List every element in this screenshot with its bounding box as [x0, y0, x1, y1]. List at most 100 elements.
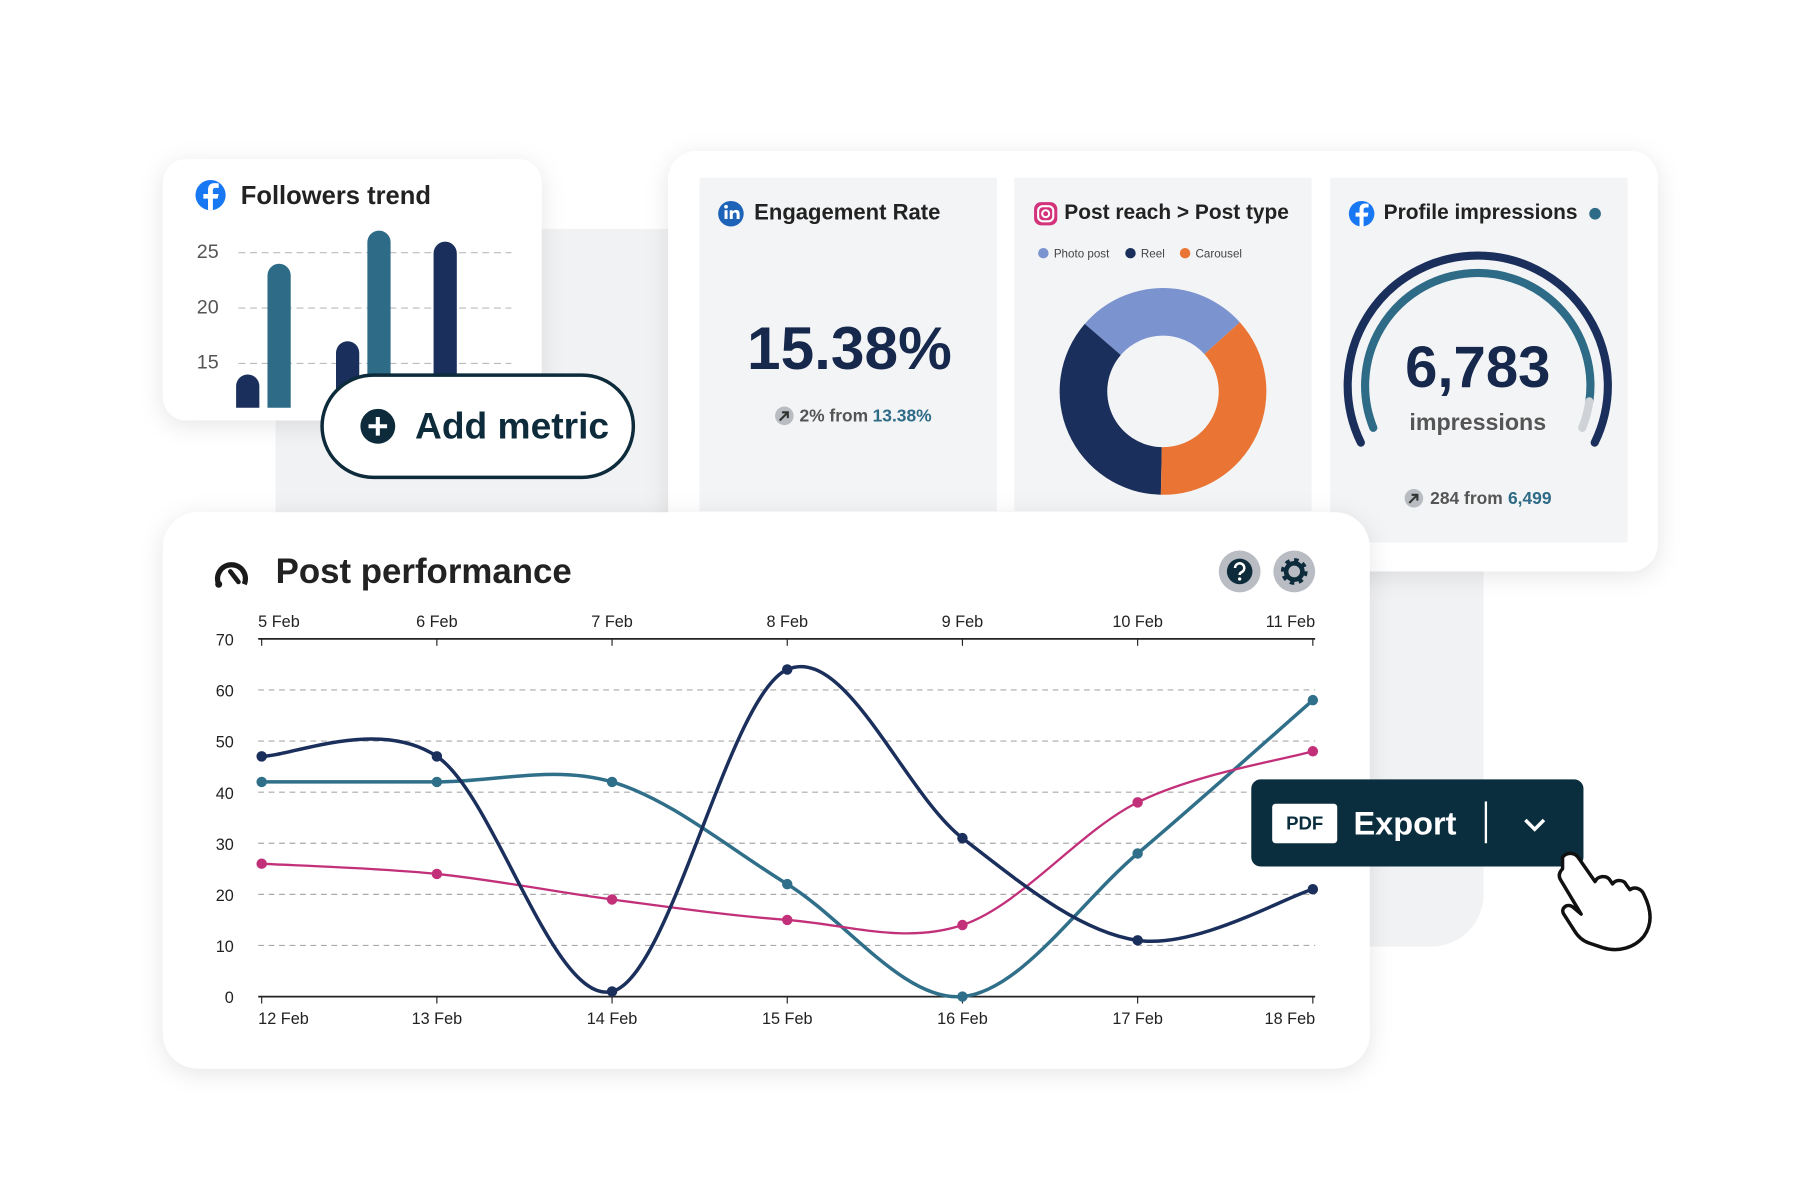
facebook-icon: [1348, 200, 1375, 227]
data-point: [957, 991, 968, 1002]
trend-icon: [1404, 488, 1424, 508]
y-tick-label: 0: [225, 989, 234, 1007]
data-point: [782, 914, 793, 926]
trend-icon: [775, 406, 794, 426]
x-tick-label: 12 Feb: [258, 1010, 309, 1028]
donut-segment: [1084, 288, 1240, 355]
data-point: [1307, 694, 1319, 706]
card-title: Post reach > Post type: [1064, 201, 1289, 224]
x-tick-label: 8 Feb: [766, 613, 808, 631]
x-tick-label: 9 Feb: [942, 613, 984, 631]
y-tick-label: 15: [197, 352, 219, 374]
button-label: Export: [1353, 805, 1456, 841]
data-point: [606, 776, 618, 788]
data-point: [256, 751, 267, 762]
data-point: [1307, 746, 1319, 757]
data-point: [256, 858, 267, 869]
x-tick-label: 11 Feb: [1266, 613, 1315, 631]
impressions-panel: [1330, 177, 1628, 543]
bar: [433, 241, 457, 408]
kpi-value: 15.38%: [747, 314, 952, 382]
data-point: [782, 664, 793, 675]
data-point: [431, 751, 443, 762]
legend-label: Reel: [1141, 247, 1165, 260]
x-tick-label: 17 Feb: [1112, 1010, 1163, 1028]
help-button[interactable]: [1218, 550, 1261, 593]
y-tick-label: 60: [216, 683, 234, 701]
legend-label: Photo post: [1054, 247, 1110, 260]
x-tick-label: 5 Feb: [258, 613, 300, 631]
card-title: Post performance: [276, 552, 572, 591]
bar: [267, 263, 291, 408]
gauge-progress: [1361, 268, 1595, 432]
data-point: [1132, 797, 1143, 808]
data-point: [256, 776, 267, 788]
export-format: PDF: [1286, 813, 1323, 834]
performance-card: [162, 512, 1370, 1069]
x-tick-label: 18 Feb: [1265, 1010, 1316, 1028]
data-point: [606, 986, 618, 997]
linkedin-icon: [718, 200, 744, 227]
cursor: [1557, 851, 1652, 952]
card-title: Profile impressions: [1384, 201, 1578, 224]
donut-segment: [1160, 322, 1267, 495]
x-tick-label: 10 Feb: [1112, 613, 1163, 631]
x-tick-label: 6 Feb: [416, 613, 458, 631]
kpi-value: 6,783: [1405, 335, 1550, 400]
gauge: [1343, 251, 1612, 447]
kpi-unit: impressions: [1409, 409, 1546, 435]
x-tick-label: 13 Feb: [412, 1010, 463, 1028]
legend-label: Carousel: [1196, 247, 1242, 260]
data-point: [1132, 848, 1143, 859]
y-tick-label: 40: [216, 785, 234, 803]
card-title: Engagement Rate: [754, 200, 940, 225]
gauge-outer: [1343, 251, 1612, 447]
line-series: [261, 665, 1314, 994]
engagement-panel: [699, 177, 997, 512]
card-title: Followers trend: [241, 182, 431, 210]
line-chart: 0 10 20 30 40 50 60 70 5 Feb 6 Feb 7 Feb 8 Feb 9 Feb…: [216, 613, 1319, 1028]
x-tick-label: 7 Feb: [591, 613, 633, 631]
bar: [236, 374, 260, 408]
button-label: Add metric: [415, 404, 609, 446]
facebook-icon: [195, 180, 226, 211]
y-tick-label: 20: [216, 887, 234, 905]
x-tick-label: 16 Feb: [937, 1010, 988, 1028]
y-tick-label: 50: [216, 734, 234, 752]
data-point: [782, 878, 793, 890]
data-point: [1132, 935, 1143, 946]
previous-value: 6,499: [1508, 488, 1552, 508]
performance-icon: [214, 562, 249, 588]
y-tick-label: 30: [216, 836, 234, 854]
data-point: [957, 832, 968, 844]
donut-chart: Photo post Reel Carousel: [1038, 247, 1267, 495]
bar: [367, 230, 391, 408]
data-point: [431, 776, 443, 788]
gauge-rest: [1578, 397, 1594, 432]
legend-swatch: [1179, 247, 1191, 259]
legend-swatch: [1125, 247, 1136, 259]
y-tick-label: 10: [216, 938, 234, 956]
previous-value: 13.38%: [873, 406, 933, 426]
legend-swatch: [1038, 247, 1049, 259]
data-point: [1307, 884, 1319, 895]
x-tick-label: 14 Feb: [587, 1010, 638, 1028]
change-text: 284 from: [1430, 488, 1503, 508]
followers-chart: 15 20 25: [197, 230, 512, 408]
settings-button[interactable]: [1273, 550, 1316, 593]
data-point: [957, 919, 968, 931]
add-metric-button[interactable]: Add metric: [320, 373, 636, 480]
instagram-icon: [1034, 202, 1058, 226]
y-tick-label: 25: [197, 241, 219, 263]
change-text: 2% from: [799, 406, 868, 426]
donut-segment: [1059, 323, 1162, 495]
status-dot: [1589, 207, 1601, 220]
data-point: [431, 868, 443, 880]
export-button[interactable]: PDF Export: [1251, 779, 1584, 867]
x-tick-label: 15 Feb: [762, 1010, 813, 1028]
data-point: [606, 894, 618, 905]
y-tick-label: 20: [197, 296, 219, 318]
y-tick-label: 70: [216, 631, 234, 649]
